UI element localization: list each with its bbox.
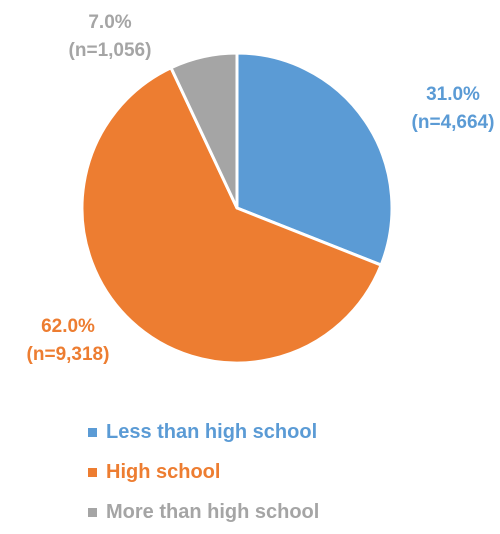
legend-swatch-icon (88, 507, 97, 517)
data-label-count: (n=9,318) (27, 344, 110, 365)
pie-slice-high-school (80, 66, 383, 365)
data-label-percent: 7.0% (88, 12, 131, 33)
legend-item-less-than-high-school: Less than high school (88, 412, 319, 452)
pie-slice-more-than-high-school (169, 51, 239, 210)
legend-item-high-school: High school (88, 452, 319, 492)
data-label-count: (n=1,056) (69, 40, 152, 61)
pie-slice-less-than-high-school (235, 51, 394, 267)
legend-swatch-icon (88, 467, 97, 477)
legend-item-more-than-high-school: More than high school (88, 492, 319, 532)
legend-label: High school (106, 460, 221, 483)
legend-swatch-icon (88, 427, 97, 437)
data-label-percent: 31.0% (426, 84, 480, 105)
data-label-count: (n=4,664) (412, 112, 495, 133)
legend-label: Less than high school (106, 420, 318, 443)
legend: Less than high school High school More t… (88, 412, 319, 532)
legend-label: More than high school (106, 500, 320, 523)
data-label-percent: 62.0% (41, 316, 95, 337)
